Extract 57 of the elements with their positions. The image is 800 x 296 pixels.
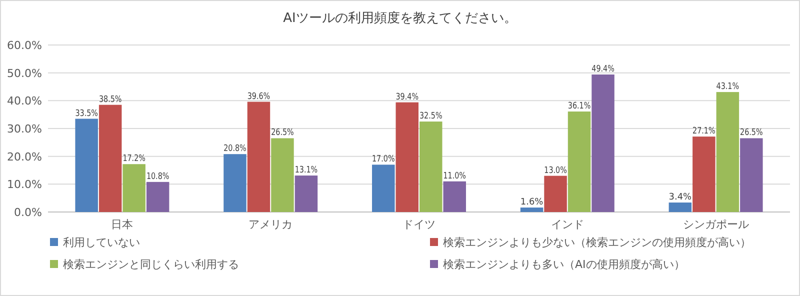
bar bbox=[372, 164, 395, 212]
x-tick-label: インド bbox=[550, 218, 584, 231]
data-label: 33.5% bbox=[75, 108, 104, 119]
data-label: 26.5% bbox=[740, 128, 769, 138]
legend-label: 検索エンジンよりも多い（AIの使用頻度が高い） bbox=[443, 258, 685, 271]
legend-label: 検索エンジンと同じくらい利用する bbox=[63, 258, 239, 271]
bar bbox=[716, 92, 740, 212]
data-label: 11.0% bbox=[443, 171, 472, 182]
bar bbox=[740, 138, 763, 212]
legend-label: 検索エンジンよりも少ない（検索エンジンの使用頻度が高い） bbox=[443, 236, 751, 249]
data-label: 36.1% bbox=[568, 102, 596, 112]
y-tick-label: 50.0% bbox=[7, 66, 42, 80]
bar bbox=[75, 118, 98, 212]
y-tick-label: 60.0% bbox=[7, 39, 42, 52]
data-label: 39.6% bbox=[247, 92, 276, 102]
data-label: 43.1% bbox=[716, 82, 745, 92]
bar bbox=[98, 104, 122, 212]
x-tick-label: シンガポール bbox=[682, 218, 749, 231]
bar bbox=[122, 164, 146, 212]
data-label: 26.5% bbox=[271, 128, 300, 138]
data-label: 10.8% bbox=[146, 172, 176, 182]
legend-label: 利用していない bbox=[63, 236, 140, 249]
data-label: 17.2% bbox=[122, 154, 152, 164]
data-label: 17.0% bbox=[372, 154, 401, 165]
data-label: 39.4% bbox=[396, 92, 424, 102]
data-label: 20.8% bbox=[224, 144, 252, 154]
y-tick-label: 10.0% bbox=[7, 178, 42, 192]
bar bbox=[420, 122, 442, 212]
data-label: 13.0% bbox=[544, 166, 573, 176]
data-label: 3.4% bbox=[668, 192, 692, 203]
bar bbox=[520, 208, 544, 212]
bar bbox=[544, 176, 567, 212]
y-tick-label: 0.0% bbox=[14, 206, 42, 219]
bar bbox=[224, 154, 246, 212]
y-tick-label: 20.0% bbox=[7, 150, 42, 164]
bar bbox=[668, 202, 692, 212]
x-tick-label: ドイツ bbox=[402, 218, 436, 231]
data-label: 32.5% bbox=[420, 112, 448, 122]
chart-title: AIツールの利用頻度を教えてください。 bbox=[283, 10, 517, 26]
bar bbox=[692, 136, 716, 212]
x-tick-label: 日本 bbox=[111, 218, 134, 231]
bar bbox=[271, 138, 294, 212]
bar bbox=[568, 112, 591, 212]
bar bbox=[443, 181, 466, 212]
bar bbox=[146, 182, 170, 212]
bar bbox=[294, 176, 318, 212]
bar bbox=[247, 102, 270, 212]
data-label: 27.1% bbox=[692, 126, 722, 137]
data-label: 49.4% bbox=[592, 64, 620, 75]
y-tick-label: 30.0% bbox=[7, 122, 42, 136]
x-tick-label: アメリカ bbox=[248, 218, 293, 231]
data-label: 13.1% bbox=[294, 166, 324, 176]
bar bbox=[592, 74, 614, 212]
data-label: 38.5% bbox=[98, 94, 128, 105]
data-label: 1.6% bbox=[520, 198, 544, 208]
y-tick-label: 40.0% bbox=[7, 94, 42, 108]
bar bbox=[396, 102, 418, 212]
